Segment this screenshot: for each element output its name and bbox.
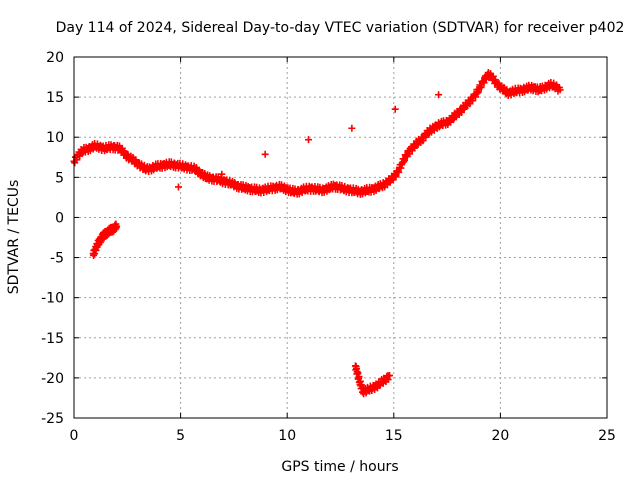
- data-point: [174, 183, 182, 191]
- x-tick-label: 0: [70, 428, 79, 444]
- y-tick-label: -10: [41, 291, 64, 307]
- data-point: [386, 371, 394, 379]
- data-point: [556, 86, 564, 94]
- x-tick-label: 15: [385, 428, 403, 444]
- x-tick-label: 10: [278, 428, 296, 444]
- y-tick-label: -20: [41, 371, 64, 387]
- data-layer: [70, 69, 564, 398]
- y-tick-label: 5: [55, 170, 64, 186]
- y-tick-label: 15: [46, 90, 64, 106]
- data-point: [113, 222, 121, 230]
- data-point: [348, 124, 356, 132]
- y-tick-label: 0: [55, 210, 64, 226]
- y-tick-label: 10: [46, 130, 64, 146]
- y-axis-label: SDTVAR / TECUs: [6, 180, 22, 295]
- y-tick-label: 20: [46, 50, 64, 66]
- data-point: [218, 170, 226, 178]
- x-tick-label: 20: [491, 428, 509, 444]
- series-early-negative-segment: [89, 220, 121, 259]
- tick-layer: 0 5 10 15 20 25 -25 -20 -15 -10 -5 0 5 10 15 20: [41, 50, 616, 444]
- data-point: [477, 83, 485, 91]
- series-deep-negative-segment: [351, 362, 394, 398]
- grid-layer: [74, 57, 607, 418]
- series-isolated-points: [174, 91, 443, 191]
- x-tick-label: 25: [598, 428, 616, 444]
- data-point: [435, 91, 443, 99]
- data-point: [391, 105, 399, 113]
- y-tick-label: -15: [41, 331, 64, 347]
- y-tick-label: -25: [41, 411, 64, 427]
- data-point: [261, 150, 269, 158]
- x-tick-label: 5: [176, 428, 185, 444]
- data-point: [305, 136, 313, 144]
- chart-title: Day 114 of 2024, Sidereal Day-to-day VTE…: [56, 20, 625, 36]
- plot-frame: [73, 56, 608, 419]
- x-axis-label: GPS time / hours: [281, 459, 398, 475]
- series-main-track: [70, 69, 564, 198]
- y-tick-label: -5: [50, 251, 64, 267]
